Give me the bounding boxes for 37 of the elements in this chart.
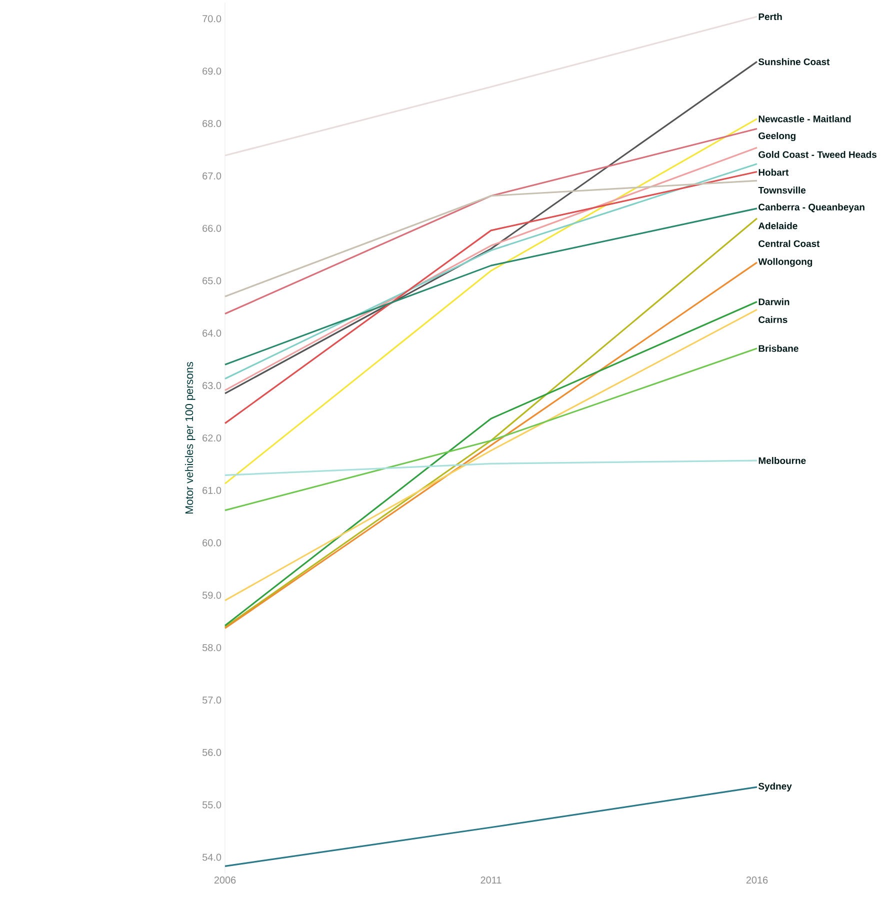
- series-label: Townsville: [758, 186, 806, 194]
- y-tick-label: 58.0: [202, 644, 222, 652]
- y-tick-label: 54.0: [202, 854, 222, 861]
- y-tick-label: 69.0: [202, 68, 222, 75]
- series-label: Brisbane: [758, 344, 798, 352]
- series-label: Central Coast: [758, 240, 820, 248]
- y-tick-label: 70.0: [202, 15, 222, 22]
- y-tick-label: 61.0: [202, 486, 222, 494]
- series-label: Perth: [758, 13, 782, 20]
- series-label: Adelaide: [758, 222, 798, 230]
- x-tick-label: 2006: [214, 876, 236, 884]
- series-label: Hobart: [758, 168, 789, 176]
- series-label: Sydney: [758, 782, 792, 792]
- text: Canberra - Queanbeyan: [758, 204, 864, 212]
- y-tick-label: 62.0: [202, 434, 222, 442]
- x-tick-label: 2011: [480, 876, 502, 884]
- series-label: Geelong: [758, 132, 796, 142]
- y-tick-label: 64.0: [202, 330, 222, 337]
- y-axis-title: Motor vehicles per 100 persons: [185, 362, 196, 514]
- series-label: Melbourne: [758, 457, 806, 464]
- y-tick-label: 60.0: [202, 539, 222, 546]
- x-tick-label: 2016: [746, 876, 768, 884]
- series-label: Sunshine Coast: [758, 58, 830, 66]
- y-tick-label: 65.0: [202, 277, 222, 284]
- y-tick-label: 56.0: [202, 748, 222, 756]
- y-tick-label: 66.0: [202, 224, 222, 232]
- series-label: Wollongong: [758, 258, 812, 267]
- y-tick-label: 55.0: [202, 801, 222, 808]
- series-label: Cairns: [758, 316, 788, 324]
- y-tick-label: 57.0: [202, 696, 222, 704]
- y-tick-label: 63.0: [202, 382, 222, 390]
- series-label: Newcastle - Maitland: [758, 115, 851, 122]
- y-tick-label: 67.0: [202, 172, 222, 180]
- series-label: Gold Coast - Tweed Heads: [758, 150, 876, 158]
- y-tick-label: 68.0: [202, 120, 222, 128]
- series-label: Darwin: [758, 298, 790, 306]
- y-tick-label: 59.0: [202, 592, 222, 599]
